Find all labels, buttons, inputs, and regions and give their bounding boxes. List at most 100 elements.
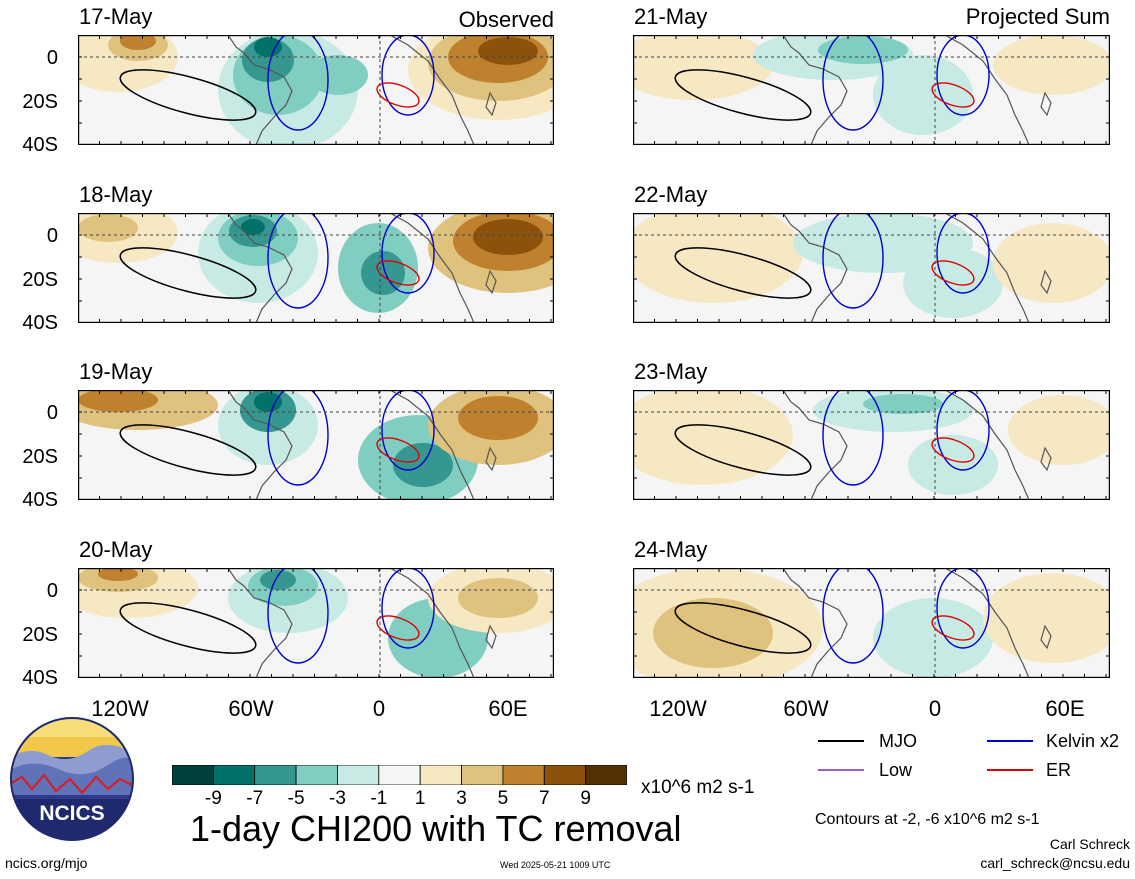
map-frame — [78, 390, 554, 500]
colorbar-tick-label: 1 — [414, 788, 426, 809]
coastline — [782, 390, 848, 500]
legend-kelvin-line — [987, 740, 1033, 742]
observed-tag: Observed — [458, 7, 554, 32]
lon-label-0: 0 — [928, 696, 942, 721]
colorbar-swatch — [254, 765, 297, 785]
chi200-shading — [1008, 395, 1110, 465]
lat-label-20s: 20S — [22, 91, 58, 113]
coastline — [944, 35, 1030, 145]
er-contour — [931, 437, 975, 463]
colorbar-swatch — [378, 765, 421, 785]
map-panel-21-may — [633, 35, 1110, 145]
map-frame — [633, 213, 1110, 323]
mjo-contour — [119, 69, 257, 121]
map-panel-20-may — [78, 568, 554, 678]
colorbar-tick-label: -5 — [287, 788, 305, 809]
coastline — [782, 213, 848, 323]
map-frame — [633, 35, 1110, 145]
lat-label-0: 0 — [46, 580, 58, 602]
lat-label-0: 0 — [46, 47, 58, 69]
lat-label-20s: 20S — [22, 446, 58, 468]
colorbar-swatch — [585, 765, 627, 785]
kelvin-contour — [381, 390, 435, 471]
colorbar-tick-label: 3 — [456, 788, 467, 809]
chi200-shading — [361, 251, 405, 295]
colorbar-swatch — [295, 765, 338, 785]
kelvin-contour — [936, 213, 990, 294]
colorbar-tick-label: -7 — [246, 788, 264, 809]
map-panel-19-may — [78, 390, 554, 500]
colorbar-swatch — [502, 765, 545, 785]
chi200-shading — [818, 36, 908, 64]
coastline — [485, 446, 497, 472]
lat-label-40s: 40S — [22, 134, 58, 156]
timestamp: Wed 2025-05-21 1009 UTC — [500, 860, 611, 870]
colorbar-tick-label: 9 — [580, 788, 591, 809]
lon-label-120w: 120W — [91, 696, 149, 721]
map-frame — [78, 35, 554, 145]
chi200-shading — [241, 219, 265, 235]
chi200-shading — [993, 35, 1110, 95]
coastline — [1040, 624, 1052, 650]
coastline — [389, 35, 475, 145]
chi200-shading — [260, 570, 296, 590]
chi200-shading — [633, 35, 773, 100]
kelvin-contour — [936, 390, 990, 471]
colorbar-swatch — [212, 765, 256, 785]
mjo-contour — [674, 69, 812, 121]
chi200-shading — [993, 223, 1110, 303]
panel-date-18-may: 18-May — [79, 182, 153, 207]
chi200-shading — [254, 392, 282, 412]
chi200-shading — [473, 219, 543, 255]
coastline — [944, 568, 1030, 678]
er-contour — [376, 260, 420, 286]
coastline — [227, 35, 293, 145]
kelvin-contour — [822, 390, 884, 486]
colorbar-swatch — [337, 765, 380, 785]
legend-er-label: ER — [1046, 760, 1072, 780]
coastline — [227, 213, 293, 323]
chi200-shading — [78, 214, 138, 242]
chi200-shading — [120, 35, 156, 50]
legend-low-label: Low — [879, 760, 913, 780]
kelvin-contour — [822, 35, 884, 131]
lat-label-0: 0 — [46, 225, 58, 247]
ncics-logo: NCICS — [10, 717, 134, 841]
panel-date-19-may: 19-May — [79, 359, 153, 384]
coastline — [389, 390, 475, 500]
coastline — [944, 213, 1030, 323]
chi200-shading — [478, 37, 538, 65]
coastline — [485, 624, 497, 650]
legend-mjo-label: MJO — [879, 731, 917, 751]
kelvin-contour — [267, 35, 329, 131]
coastline — [1040, 446, 1052, 472]
er-contour — [376, 615, 420, 641]
chi200-shading — [393, 443, 453, 487]
chi200-shading — [458, 396, 538, 440]
chi200-shading — [458, 578, 538, 618]
chi200-shading — [908, 435, 998, 495]
er-contour — [376, 82, 420, 108]
map-panel-24-may — [633, 568, 1110, 678]
panel-date-21-may: 21-May — [634, 4, 708, 29]
map-frame — [78, 568, 554, 678]
legend-low-line — [818, 769, 864, 771]
mjo-contour — [119, 424, 257, 476]
coastline — [782, 568, 848, 678]
kelvin-contour — [822, 568, 884, 664]
kelvin-contour — [381, 213, 435, 294]
mjo-contour — [674, 602, 812, 654]
coastline — [485, 269, 497, 295]
map-frame — [633, 390, 1110, 500]
author-email: carl_schreck@ncsu.edu — [980, 855, 1130, 871]
panel-date-24-may: 24-May — [634, 537, 708, 562]
coastline — [485, 91, 497, 117]
coastline — [389, 213, 475, 323]
mjo-contour — [674, 247, 812, 299]
kelvin-contour — [822, 213, 884, 309]
colorbar-swatch — [419, 765, 462, 785]
figure-title: 1-day CHI200 with TC removal — [190, 808, 682, 849]
map-frame — [78, 213, 554, 323]
coastline — [782, 35, 848, 145]
kelvin-contour — [267, 568, 329, 664]
